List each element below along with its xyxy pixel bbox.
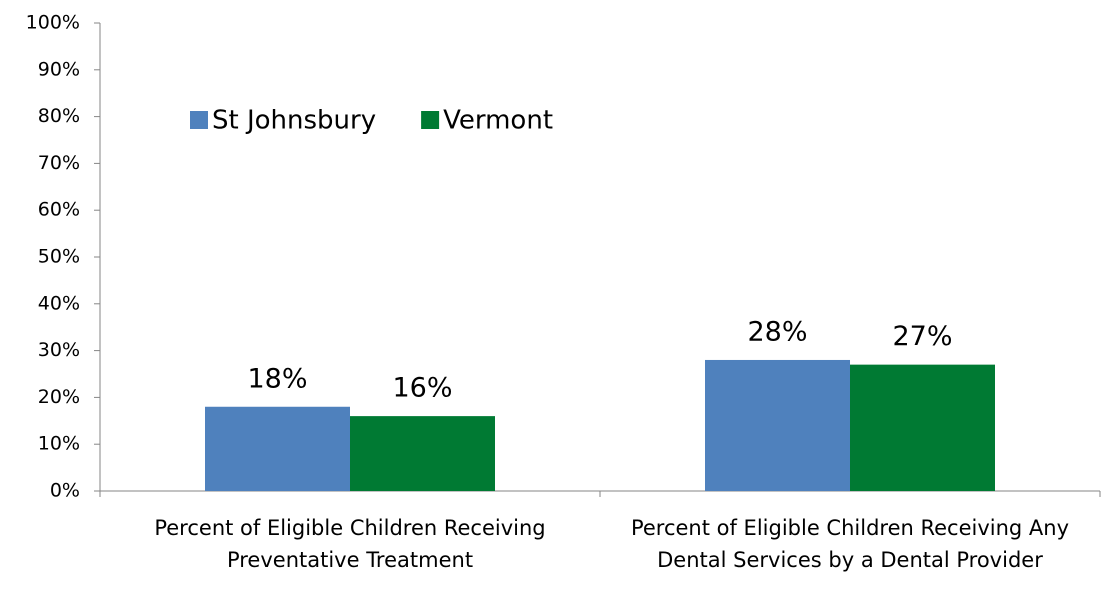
y-tick-label: 80%: [38, 105, 80, 127]
y-tick-label: 50%: [38, 246, 80, 268]
y-tick-label: 0%: [50, 480, 80, 502]
bar: [205, 406, 350, 491]
y-tick-label: 60%: [38, 199, 80, 221]
y-tick-label: 100%: [26, 12, 80, 34]
bar: [350, 416, 495, 491]
legend-swatch: [190, 111, 208, 129]
data-label: 16%: [392, 373, 452, 404]
legend-label: Vermont: [443, 106, 553, 136]
bar: [850, 364, 995, 491]
y-tick-label: 10%: [38, 433, 80, 455]
x-tick-label: Percent of Eligible Children Receiving A…: [630, 516, 1070, 572]
bar: [705, 359, 850, 491]
y-tick-label: 40%: [38, 292, 80, 314]
y-tick-label: 70%: [38, 152, 80, 174]
data-label: 28%: [747, 316, 807, 347]
x-tick-label: Percent of Eligible Children Receiving P…: [154, 516, 546, 572]
legend-swatch: [421, 111, 440, 129]
data-label: 27%: [892, 321, 952, 352]
legend-label: St Johnsbury: [212, 106, 376, 136]
data-label: 18%: [247, 363, 307, 394]
y-tick-label: 20%: [38, 386, 80, 408]
y-tick-label: 90%: [38, 58, 80, 80]
y-tick-label: 30%: [38, 339, 80, 361]
